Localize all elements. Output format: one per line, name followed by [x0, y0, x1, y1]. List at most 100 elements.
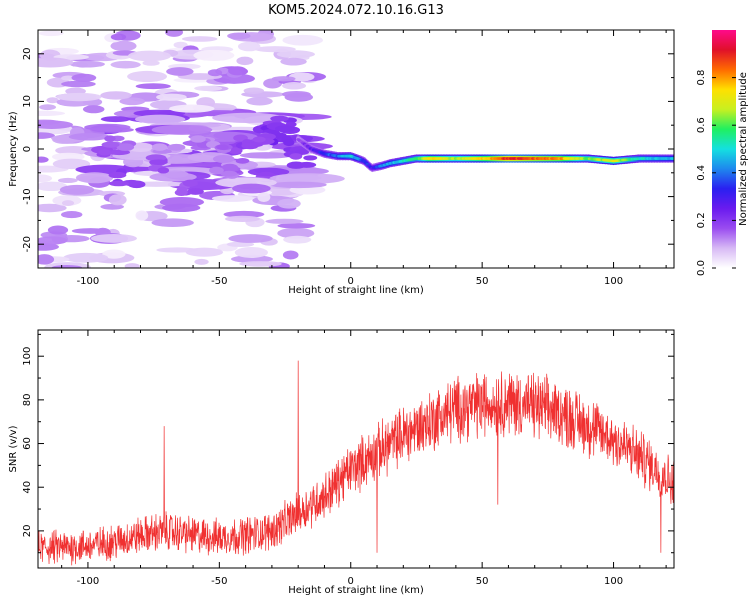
scattered-energy-blob	[71, 73, 97, 82]
snr-xlabel: Height of straight line (km)	[288, 585, 424, 596]
y-tick-label: 20	[22, 525, 33, 538]
scattered-energy-blob	[57, 177, 78, 184]
scattered-energy-blob	[265, 218, 304, 224]
x-tick-label: 100	[604, 276, 623, 287]
scattered-energy-blob	[243, 87, 264, 95]
scattered-energy-blob	[151, 124, 213, 135]
scattered-energy-blob	[56, 92, 102, 102]
scattered-energy-blob	[277, 227, 315, 239]
scattered-energy-blob	[281, 90, 311, 98]
energy-cluster-blob	[182, 179, 198, 187]
scattered-energy-blob	[228, 234, 273, 243]
energy-cluster-blob	[171, 155, 183, 164]
scattered-energy-blob	[61, 211, 83, 219]
energy-cluster-blob	[228, 147, 243, 155]
scattered-energy-blob	[69, 60, 105, 68]
energy-cluster-blob	[101, 141, 120, 148]
x-tick-label: 0	[348, 576, 354, 587]
y-tick-label: 0	[22, 146, 33, 152]
scattered-energy-blob	[165, 30, 184, 37]
scattered-energy-blob	[119, 97, 146, 106]
snr-frame	[37, 329, 675, 569]
scattered-energy-blob	[108, 194, 127, 206]
scattered-energy-blob	[63, 252, 109, 263]
scattered-energy-blob	[38, 174, 53, 183]
x-tick-label: -100	[77, 276, 100, 287]
scattered-energy-blob	[38, 156, 49, 163]
scattered-energy-blob	[230, 255, 274, 263]
x-tick-label: 50	[476, 276, 489, 287]
scattered-energy-blob	[169, 104, 215, 113]
energy-cluster-blob	[151, 143, 168, 151]
figure-title: KOM5.2024.072.10.16.G13	[268, 3, 444, 18]
energy-cluster-blob	[108, 180, 129, 187]
colorbar-tick-label: 0.0	[696, 260, 707, 276]
scattered-energy-blob	[90, 234, 137, 243]
energy-cluster-blob	[270, 115, 289, 122]
scattered-energy-blob	[269, 173, 345, 185]
scattered-energy-blob	[133, 109, 186, 117]
snr-x-ticks: -100 -50 0 50 100	[61, 330, 667, 587]
x-tick-label: 0	[348, 276, 354, 287]
scattered-energy-blob	[110, 40, 137, 52]
spectrogram-ylabel: Frequency (Hz)	[8, 111, 19, 187]
energy-cluster-blob	[108, 171, 127, 179]
scattered-energy-blob	[38, 30, 64, 37]
scattered-energy-blob	[38, 181, 68, 192]
scattered-energy-blob	[282, 250, 299, 260]
scattered-energy-blob	[232, 183, 271, 194]
energy-cluster-blob	[289, 153, 303, 160]
x-tick-label: -100	[77, 576, 100, 587]
scattered-energy-blob	[276, 50, 315, 59]
scattered-energy-blob	[38, 242, 59, 251]
energy-cluster-blob	[303, 155, 318, 161]
scattered-energy-blob	[166, 67, 194, 76]
scattered-energy-blob	[236, 56, 254, 66]
colorbar: 0.0 0.2 0.4 0.6 0.8 Normalized spectral ampl…	[696, 30, 749, 276]
y-tick-label: 40	[22, 481, 33, 494]
scattered-energy-blob	[246, 96, 273, 106]
snr-series-line	[38, 360, 674, 566]
snr-ylabel: SNR (v/v)	[8, 425, 19, 472]
scattered-energy-blob	[135, 210, 149, 221]
y-tick-label: 10	[22, 95, 33, 108]
spectrogram-y-ticks: -20 -10 0 10 20	[22, 29, 674, 269]
colorbar-tick-label: 0.4	[696, 165, 707, 181]
scattered-energy-blob	[102, 249, 126, 259]
scattered-energy-blob	[46, 97, 59, 104]
colorbar-label: Normalized spectral amplitude	[738, 72, 749, 226]
scattered-energy-blob	[228, 66, 247, 76]
scattered-energy-blob	[223, 210, 265, 218]
colorbar-tick-label: 0.2	[696, 212, 707, 228]
scattered-energy-blob	[38, 236, 68, 245]
snr-panel: -100 -50 0 50 100 20 40 60 80 100 Height of stra…	[8, 329, 675, 596]
scattered-energy-blob	[239, 261, 282, 267]
snr-y-ticks: 20 40 60 80 100	[22, 333, 674, 554]
scattered-energy-blob	[239, 152, 293, 159]
spectrogram-ridge	[295, 135, 674, 173]
scattered-energy-blob	[212, 112, 284, 124]
y-tick-label: 60	[22, 437, 33, 450]
scattered-energy-blob	[282, 82, 307, 90]
scattered-energy-blob	[194, 85, 223, 92]
scattered-energy-blob	[100, 91, 132, 100]
scattered-energy-blob	[257, 192, 271, 202]
scattered-energy-blob	[38, 119, 61, 125]
x-tick-label: 50	[476, 576, 489, 587]
energy-cluster-blob	[217, 144, 229, 150]
scattered-energy-blob	[38, 57, 74, 68]
scattered-energy-blob	[84, 123, 131, 131]
scattered-energy-blob	[124, 263, 140, 268]
scattered-energy-blob	[173, 41, 188, 49]
scattered-energy-blob	[269, 181, 327, 189]
x-tick-label: 100	[604, 576, 623, 587]
y-tick-label: -20	[22, 236, 33, 252]
scattered-energy-blob	[127, 70, 168, 83]
scattered-energy-blob	[211, 195, 254, 202]
energy-cluster-blob	[149, 159, 168, 166]
scattered-energy-blob	[127, 50, 171, 62]
y-tick-label: -10	[22, 188, 33, 204]
scattered-energy-blob	[280, 57, 307, 66]
